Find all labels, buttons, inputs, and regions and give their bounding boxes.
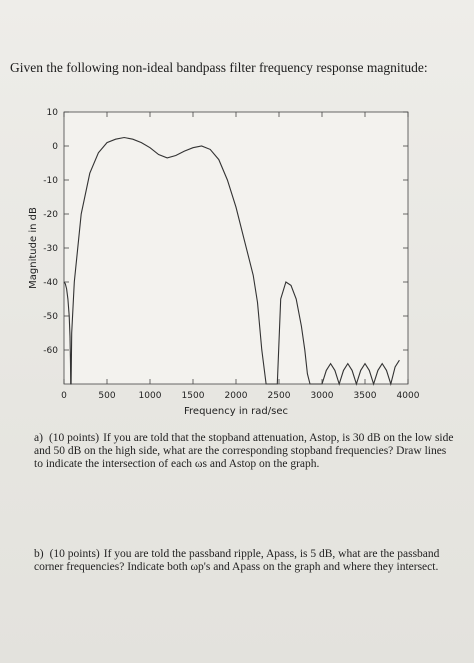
x-axis-label: Frequency in rad/sec [184,406,288,417]
x-tick-label: 1500 [182,391,205,401]
question-title: Given the following non-ideal bandpass f… [10,60,428,75]
response-curve [63,136,400,387]
part-a-points: (10 points) [48,432,100,444]
y-tick-label: 0 [52,142,58,152]
x-tick-label: 1000 [139,391,162,401]
part-b-label: b) [34,548,44,560]
plot-frame [63,111,409,385]
x-tick-label: 2000 [225,391,248,401]
x-tick-label: 3500 [354,391,377,401]
x-tick-label: 2500 [268,391,291,401]
y-tick-label: -60 [43,346,58,356]
part-b-text: If you are told the passband ripple, Apa… [34,548,440,573]
x-tick-group: 0 500 1000 1500 2000 2500 3000 3500 4000 [61,112,420,401]
x-tick-label: 500 [98,391,115,401]
y-tick-label: -10 [43,176,58,186]
y-tick-label: -50 [43,312,58,322]
y-tick-group: 10 0 -10 -20 -30 -40 -50 -60 [43,108,408,356]
part-a: a) (10 points) If you are told that the st… [34,432,454,471]
y-axis-label: Magnitude in dB [28,207,39,289]
part-a-label: a) [34,432,43,444]
x-tick-label: 0 [61,391,67,401]
part-a-text: If you are told that the stopband attenu… [34,432,454,470]
y-tick-label: -30 [43,244,58,254]
y-tick-label: -20 [43,210,58,220]
x-tick-label: 4000 [397,391,420,401]
y-tick-label: 10 [47,108,59,118]
part-b-points: (10 points) [49,548,100,560]
x-tick-label: 3000 [311,391,334,401]
y-tick-label: -40 [43,278,58,288]
part-b: b) (10 points) If you are told the passban… [34,548,454,574]
